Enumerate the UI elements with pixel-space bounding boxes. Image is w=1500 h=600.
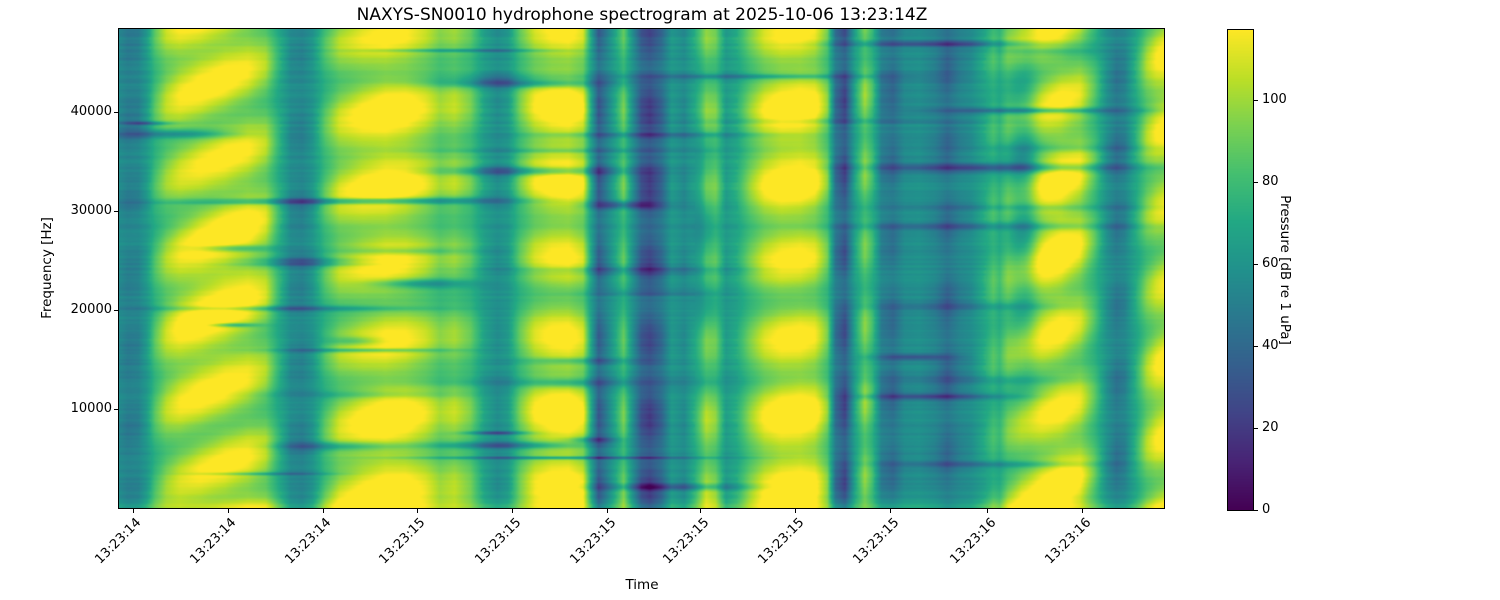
x-tick-mark [607, 509, 608, 513]
colorbar-tick-label: 40 [1262, 338, 1279, 354]
x-tick-mark [890, 509, 892, 513]
x-tick-mark [987, 509, 989, 513]
x-tick-mark [227, 509, 229, 513]
y-tick-mark [114, 112, 118, 114]
x-tick-label: 13:23:15 [471, 515, 524, 568]
x-axis-label: Time [625, 577, 659, 593]
x-tick-label: 13:23:16 [947, 515, 1000, 568]
colorbar-tick-label: 60 [1262, 256, 1279, 272]
y-tick-mark [114, 211, 118, 213]
colorbar-tick-mark [1254, 428, 1258, 430]
colorbar-tick-label: 100 [1262, 92, 1287, 108]
y-axis-label: Frequency [Hz] [39, 217, 55, 319]
colorbar-tick-mark [1254, 264, 1258, 266]
colorbar-tick-mark [1254, 510, 1258, 511]
x-tick-label: 13:23:14 [92, 515, 145, 568]
colorbar-tick-label: 0 [1262, 502, 1271, 517]
x-tick-mark [511, 509, 513, 513]
x-tick-label: 13:23:15 [376, 515, 429, 568]
x-tick-mark [132, 509, 134, 513]
colorbar-tick-label: 80 [1262, 174, 1279, 190]
x-tick-label: 13:23:15 [755, 515, 808, 568]
y-tick-label: 10000 [70, 401, 112, 417]
x-tick-label: 13:23:15 [660, 515, 712, 568]
y-tick-mark [114, 310, 118, 312]
colorbar-tick-mark [1254, 100, 1258, 102]
x-tick-label: 13:23:14 [282, 515, 335, 568]
colorbar-gradient-canvas [1227, 29, 1254, 511]
spectrogram-heatmap-canvas [118, 28, 1165, 509]
colorbar-label: Pressure [dB re 1 uPa] [1277, 195, 1293, 345]
chart-title: NAXYS-SN0010 hydrophone spectrogram at 2… [356, 5, 928, 25]
colorbar-tick-mark [1254, 346, 1258, 348]
x-tick-mark [322, 509, 324, 513]
colorbar-tick-mark [1254, 182, 1258, 184]
x-tick-label: 13:23:15 [850, 515, 903, 568]
x-tick-label: 13:23:15 [567, 515, 619, 568]
x-tick-mark [795, 509, 797, 513]
x-tick-label: 13:23:16 [1042, 515, 1095, 568]
y-tick-label: 30000 [70, 203, 112, 219]
y-tick-label: 20000 [70, 302, 112, 318]
x-tick-mark [416, 509, 418, 513]
x-tick-mark [1082, 509, 1084, 513]
colorbar-tick-label: 20 [1262, 420, 1279, 436]
x-tick-mark [700, 509, 702, 513]
x-tick-label: 13:23:14 [187, 515, 240, 568]
y-tick-mark [114, 409, 118, 411]
y-tick-label: 40000 [70, 104, 112, 120]
